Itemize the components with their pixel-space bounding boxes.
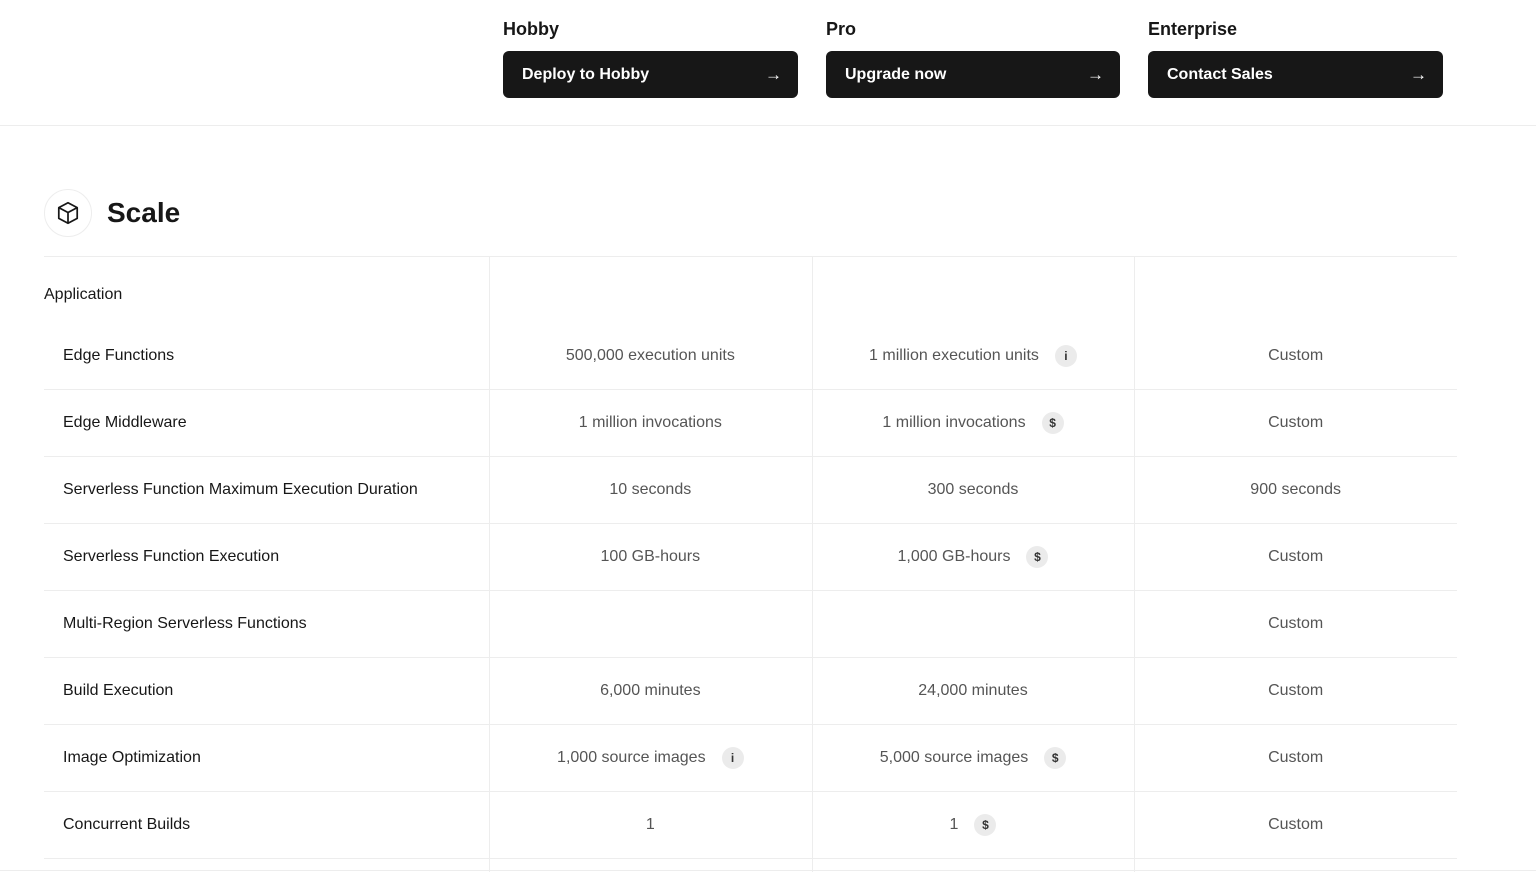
upgrade-now-button[interactable]: Upgrade now → — [826, 51, 1120, 98]
group-label: Application — [44, 286, 123, 303]
value-text: 900 seconds — [1250, 481, 1342, 498]
feature-value: 1 million execution units i — [812, 345, 1135, 367]
feature-label: Multi-Region Serverless Functions — [63, 615, 307, 632]
value-text: 1 million invocations — [882, 414, 1026, 431]
feature-value: 1 $ — [812, 814, 1135, 836]
value-text: 500,000 execution units — [565, 347, 735, 364]
value-text: 5,000 source images — [879, 749, 1029, 766]
button-label: Upgrade now — [845, 65, 947, 83]
feature-label: Edge Functions — [63, 347, 175, 364]
value-text: Custom — [1268, 548, 1324, 565]
plan-name: Hobby — [503, 19, 559, 39]
deploy-to-hobby-button[interactable]: Deploy to Hobby → — [503, 51, 798, 98]
value-text: Custom — [1268, 347, 1324, 364]
table-row: Image Optimization 1,000 source images i 5,… — [44, 725, 1457, 792]
value-text: 10 seconds — [609, 481, 692, 498]
arrow-right-icon: → — [1087, 64, 1104, 84]
value-text: 1 million invocations — [578, 414, 722, 431]
value-text: 24,000 minutes — [918, 682, 1028, 699]
feature-label: Edge Middleware — [63, 414, 187, 431]
value-text: 100 GB-hours — [600, 548, 701, 565]
feature-value: 1 million invocations $ — [812, 412, 1135, 434]
arrow-right-icon: → — [765, 64, 782, 84]
value-text: Custom — [1268, 749, 1324, 766]
plans-header: Hobby Deploy to Hobby → Pro Upgrade now → … — [0, 0, 1536, 126]
column-divider — [489, 256, 490, 872]
contact-sales-button[interactable]: Contact Sales → — [1148, 51, 1443, 98]
table-row: Serverless Function Execution 100 GB-hour… — [44, 524, 1457, 591]
dollar-icon[interactable]: $ — [1044, 747, 1067, 769]
value-text: Custom — [1268, 615, 1324, 632]
feature-value: 10 seconds — [489, 481, 812, 499]
table-row: Serverless Function Maximum Execution Du… — [44, 457, 1457, 524]
features-table: Application Edge Functions 500,000 execut… — [44, 256, 1457, 859]
info-icon[interactable]: i — [1054, 345, 1077, 367]
feature-value: 300 seconds — [812, 481, 1135, 499]
button-label: Deploy to Hobby — [522, 65, 650, 83]
feature-value: 6,000 minutes — [489, 682, 812, 700]
value-text: 6,000 minutes — [600, 682, 701, 699]
table-row: Concurrent Builds 1 1 $ Custom — [44, 792, 1457, 859]
table-row: Multi-Region Serverless Functions Custom — [44, 591, 1457, 658]
info-icon[interactable]: i — [721, 747, 744, 769]
plan-hobby: Hobby Deploy to Hobby → — [503, 16, 798, 98]
feature-value: 1,000 source images i — [489, 747, 812, 769]
cube-icon — [44, 189, 92, 237]
feature-value: 500,000 execution units — [489, 347, 812, 365]
feature-value: 24,000 minutes — [812, 682, 1135, 700]
plan-enterprise: Enterprise Contact Sales → — [1148, 16, 1443, 98]
feature-value: 1 — [489, 816, 812, 834]
feature-value: 1,000 GB-hours $ — [812, 546, 1135, 568]
feature-label: Build Execution — [63, 682, 174, 699]
value-text: 1,000 GB-hours — [897, 548, 1011, 565]
feature-label: Serverless Function Execution — [63, 548, 280, 565]
feature-label: Image Optimization — [63, 749, 201, 766]
value-text: 1 — [645, 816, 655, 833]
section-header: Scale — [44, 189, 180, 237]
dollar-icon[interactable]: $ — [974, 814, 997, 836]
feature-label: Serverless Function Maximum Execution Du… — [63, 481, 418, 498]
column-divider — [1134, 256, 1135, 872]
dollar-icon[interactable]: $ — [1026, 546, 1049, 568]
value-text: Custom — [1268, 816, 1324, 833]
table-row: Build Execution 6,000 minutes 24,000 minut… — [44, 658, 1457, 725]
dollar-icon[interactable]: $ — [1041, 412, 1064, 434]
feature-label: Concurrent Builds — [63, 816, 191, 833]
feature-value: Custom — [1134, 615, 1457, 633]
plan-pro: Pro Upgrade now → — [826, 16, 1120, 98]
feature-value: 100 GB-hours — [489, 548, 812, 566]
value-text: 1 million execution units — [869, 347, 1039, 364]
feature-value: Custom — [1134, 682, 1457, 700]
feature-value: 1 million invocations — [489, 414, 812, 432]
section-title: Scale — [107, 197, 181, 228]
feature-value: Custom — [1134, 548, 1457, 566]
arrow-right-icon: → — [1410, 64, 1427, 84]
feature-value: Custom — [1134, 414, 1457, 432]
feature-value: 900 seconds — [1134, 481, 1457, 499]
feature-value: Custom — [1134, 749, 1457, 767]
divider — [0, 870, 1536, 871]
feature-value: Custom — [1134, 347, 1457, 365]
feature-value: Custom — [1134, 816, 1457, 834]
value-text: Custom — [1268, 682, 1324, 699]
plan-name: Pro — [826, 19, 857, 39]
value-text: 300 seconds — [927, 481, 1019, 498]
table-row: Edge Middleware 1 million invocations 1 mi… — [44, 390, 1457, 457]
plan-name: Enterprise — [1148, 19, 1238, 39]
table-row: Edge Functions 500,000 execution units 1 m… — [44, 323, 1457, 390]
value-text: 1 — [949, 816, 959, 833]
column-divider — [812, 256, 813, 872]
value-text: 1,000 source images — [557, 749, 706, 766]
feature-value: 5,000 source images $ — [812, 747, 1135, 769]
button-label: Contact Sales — [1167, 65, 1273, 83]
value-text: Custom — [1268, 414, 1324, 431]
